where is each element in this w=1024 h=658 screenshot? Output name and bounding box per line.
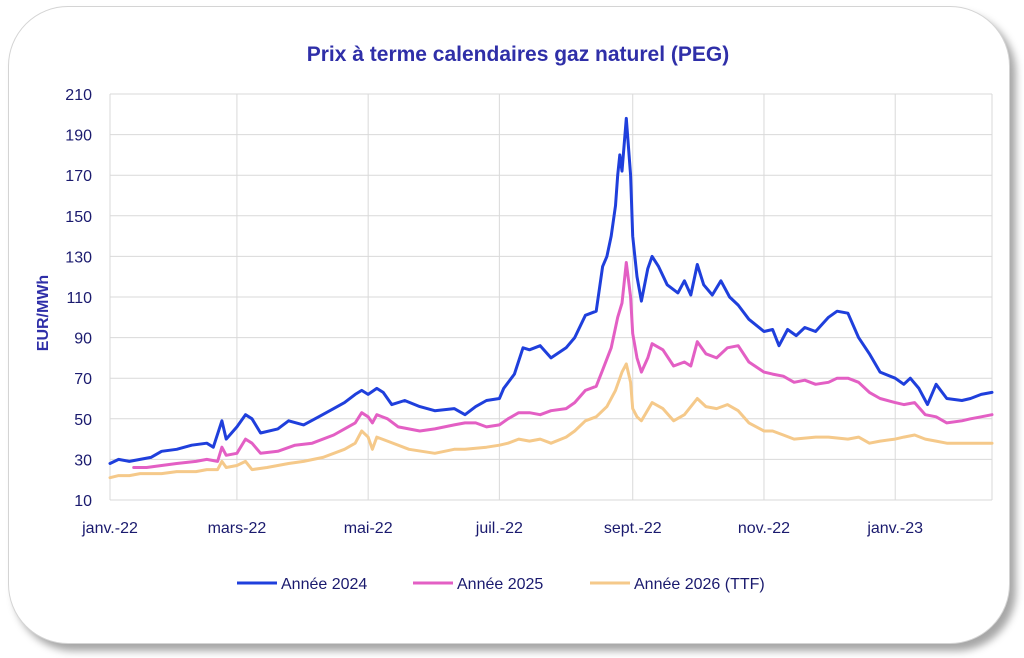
x-tick-label: mars-22 (208, 520, 267, 537)
legend-label-3: Année 2026 (TTF) (634, 576, 765, 593)
chart-title: Prix à terme calendaires gaz naturel (PE… (307, 43, 730, 66)
y-tick-label: 130 (65, 249, 92, 266)
y-tick-label: 110 (66, 290, 92, 307)
y-tick-label: 50 (74, 412, 92, 429)
x-tick-label: sept.-22 (604, 520, 662, 537)
series-line-3 (108, 362, 994, 480)
y-tick-label: 30 (74, 452, 92, 469)
x-tick-label: mai-22 (344, 520, 393, 537)
grid-layer (109, 93, 993, 501)
y-tick-label: 150 (65, 209, 92, 226)
y-tick-label: 210 (65, 87, 92, 104)
chart-card (8, 6, 1010, 644)
legend: Année 2024 Année 2025 Année 2026 (TTF) (237, 576, 765, 593)
series-line-1 (108, 116, 994, 465)
y-tick-label: 190 (65, 128, 92, 145)
x-tick-label: janv.-23 (866, 520, 923, 537)
x-tick-label: nov.-22 (738, 520, 790, 537)
legend-label-1: Année 2024 (281, 576, 367, 593)
y-tick-label: 70 (74, 371, 92, 388)
x-tick-label: juil.-22 (475, 520, 523, 537)
series-layer (108, 116, 994, 480)
x-tick-label: janv.-22 (81, 520, 138, 537)
y-tick-label: 170 (65, 168, 92, 185)
legend-label-2: Année 2025 (457, 576, 543, 593)
y-axis-label: EUR/MWh (35, 275, 52, 351)
y-tick-label: 10 (74, 493, 92, 510)
y-tick-label: 90 (74, 331, 92, 348)
series-line-2 (132, 261, 994, 469)
tick-layer: 10 30 50 70 90 110 130 150 170 190 210 janv.-22 mars… (65, 87, 923, 537)
